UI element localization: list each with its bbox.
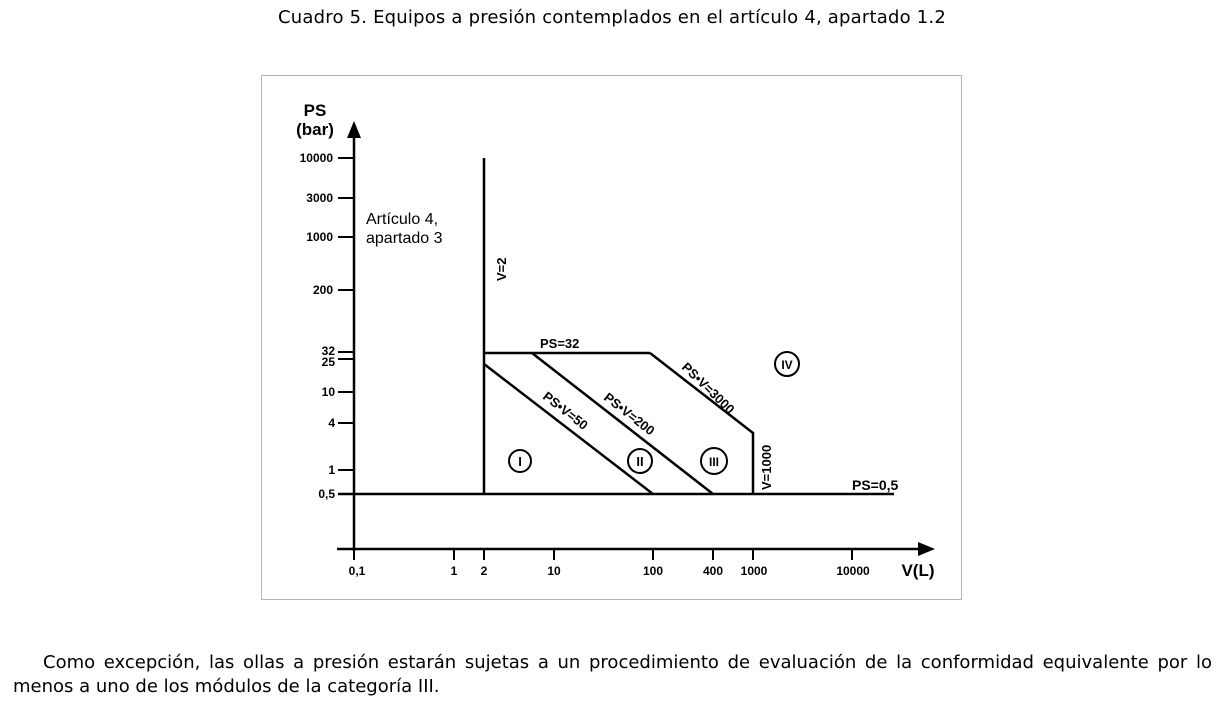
x-tick-label: 1000 [741, 564, 768, 578]
x-tick-label: 400 [703, 564, 723, 578]
x-axis-arrow [918, 542, 935, 556]
category-marker-i: I [508, 449, 532, 473]
category-marker-ii: II [627, 448, 653, 474]
x-tick-label: 1 [451, 564, 458, 578]
ps05-boundary-label: PS=0,5 [852, 477, 899, 493]
psv3000-boundary-label: PS•V=3000 [679, 359, 738, 416]
y-axis-arrow [347, 121, 361, 138]
y-ticks [338, 157, 354, 495]
x-tick-label: 10000 [836, 564, 870, 578]
x-tick-label: 100 [643, 564, 663, 578]
pressure-equipment-diagram: PS (bar) V(L) 10000 3000 1000 200 32 25 … [261, 75, 962, 600]
diagram-svg: PS (bar) V(L) 10000 3000 1000 200 32 25 … [296, 101, 935, 580]
y-tick-label: 200 [313, 283, 333, 297]
category-circle [700, 447, 728, 475]
x-ticks [353, 549, 853, 560]
x-tick-label: 10 [547, 564, 561, 578]
y-tick-labels: 10000 3000 1000 200 32 25 10 4 1 0,5 [300, 151, 336, 501]
category-circle [508, 449, 532, 473]
x-tick-label: 0,1 [349, 564, 366, 578]
y-tick-label: 3000 [306, 191, 333, 205]
category-label: II [636, 454, 643, 469]
category-marker-iii: III [700, 447, 728, 475]
body-paragraph: Como excepción, las ollas a presión esta… [13, 651, 1212, 699]
y-tick-label: 1000 [306, 230, 333, 244]
v2-boundary-label: V=2 [494, 258, 509, 282]
y-tick-label: 32 [322, 344, 336, 358]
region-label-line1: Artículo 4, [366, 211, 438, 228]
x-axis-label: V(L) [901, 561, 934, 580]
ps32-boundary-label: PS=32 [540, 336, 579, 351]
y-tick-label: 4 [328, 416, 335, 430]
psv3000-boundary-line [649, 352, 755, 494]
psv50-boundary-line [483, 363, 654, 495]
y-tick-label: 25 [322, 355, 336, 369]
category-label: IV [781, 358, 792, 372]
category-marker-iv: IV [774, 351, 800, 377]
boundary-lines [338, 158, 894, 496]
category-circle [774, 351, 800, 377]
x-tick-labels: 0,1 1 2 10 100 400 1000 10000 [349, 564, 870, 578]
category-label: III [709, 455, 719, 469]
v1000-boundary-label: V=1000 [759, 445, 774, 490]
psv200-boundary-line [531, 352, 714, 495]
paragraph-text: Como excepción, las ollas a presión esta… [13, 652, 1212, 697]
y-axis-label-line2: (bar) [296, 120, 334, 139]
y-tick-label: 0,5 [318, 487, 335, 501]
y-tick-label: 10000 [300, 151, 334, 165]
y-axis-label-line1: PS [304, 101, 327, 120]
category-circle [627, 448, 653, 474]
region-label-line2: apartado 3 [366, 230, 443, 247]
figure-caption: Cuadro 5. Equipos a presión contemplados… [278, 7, 946, 28]
y-tick-label: 10 [322, 385, 336, 399]
category-label: I [518, 454, 522, 469]
y-tick-label: 1 [328, 463, 335, 477]
x-tick-label: 2 [481, 564, 488, 578]
